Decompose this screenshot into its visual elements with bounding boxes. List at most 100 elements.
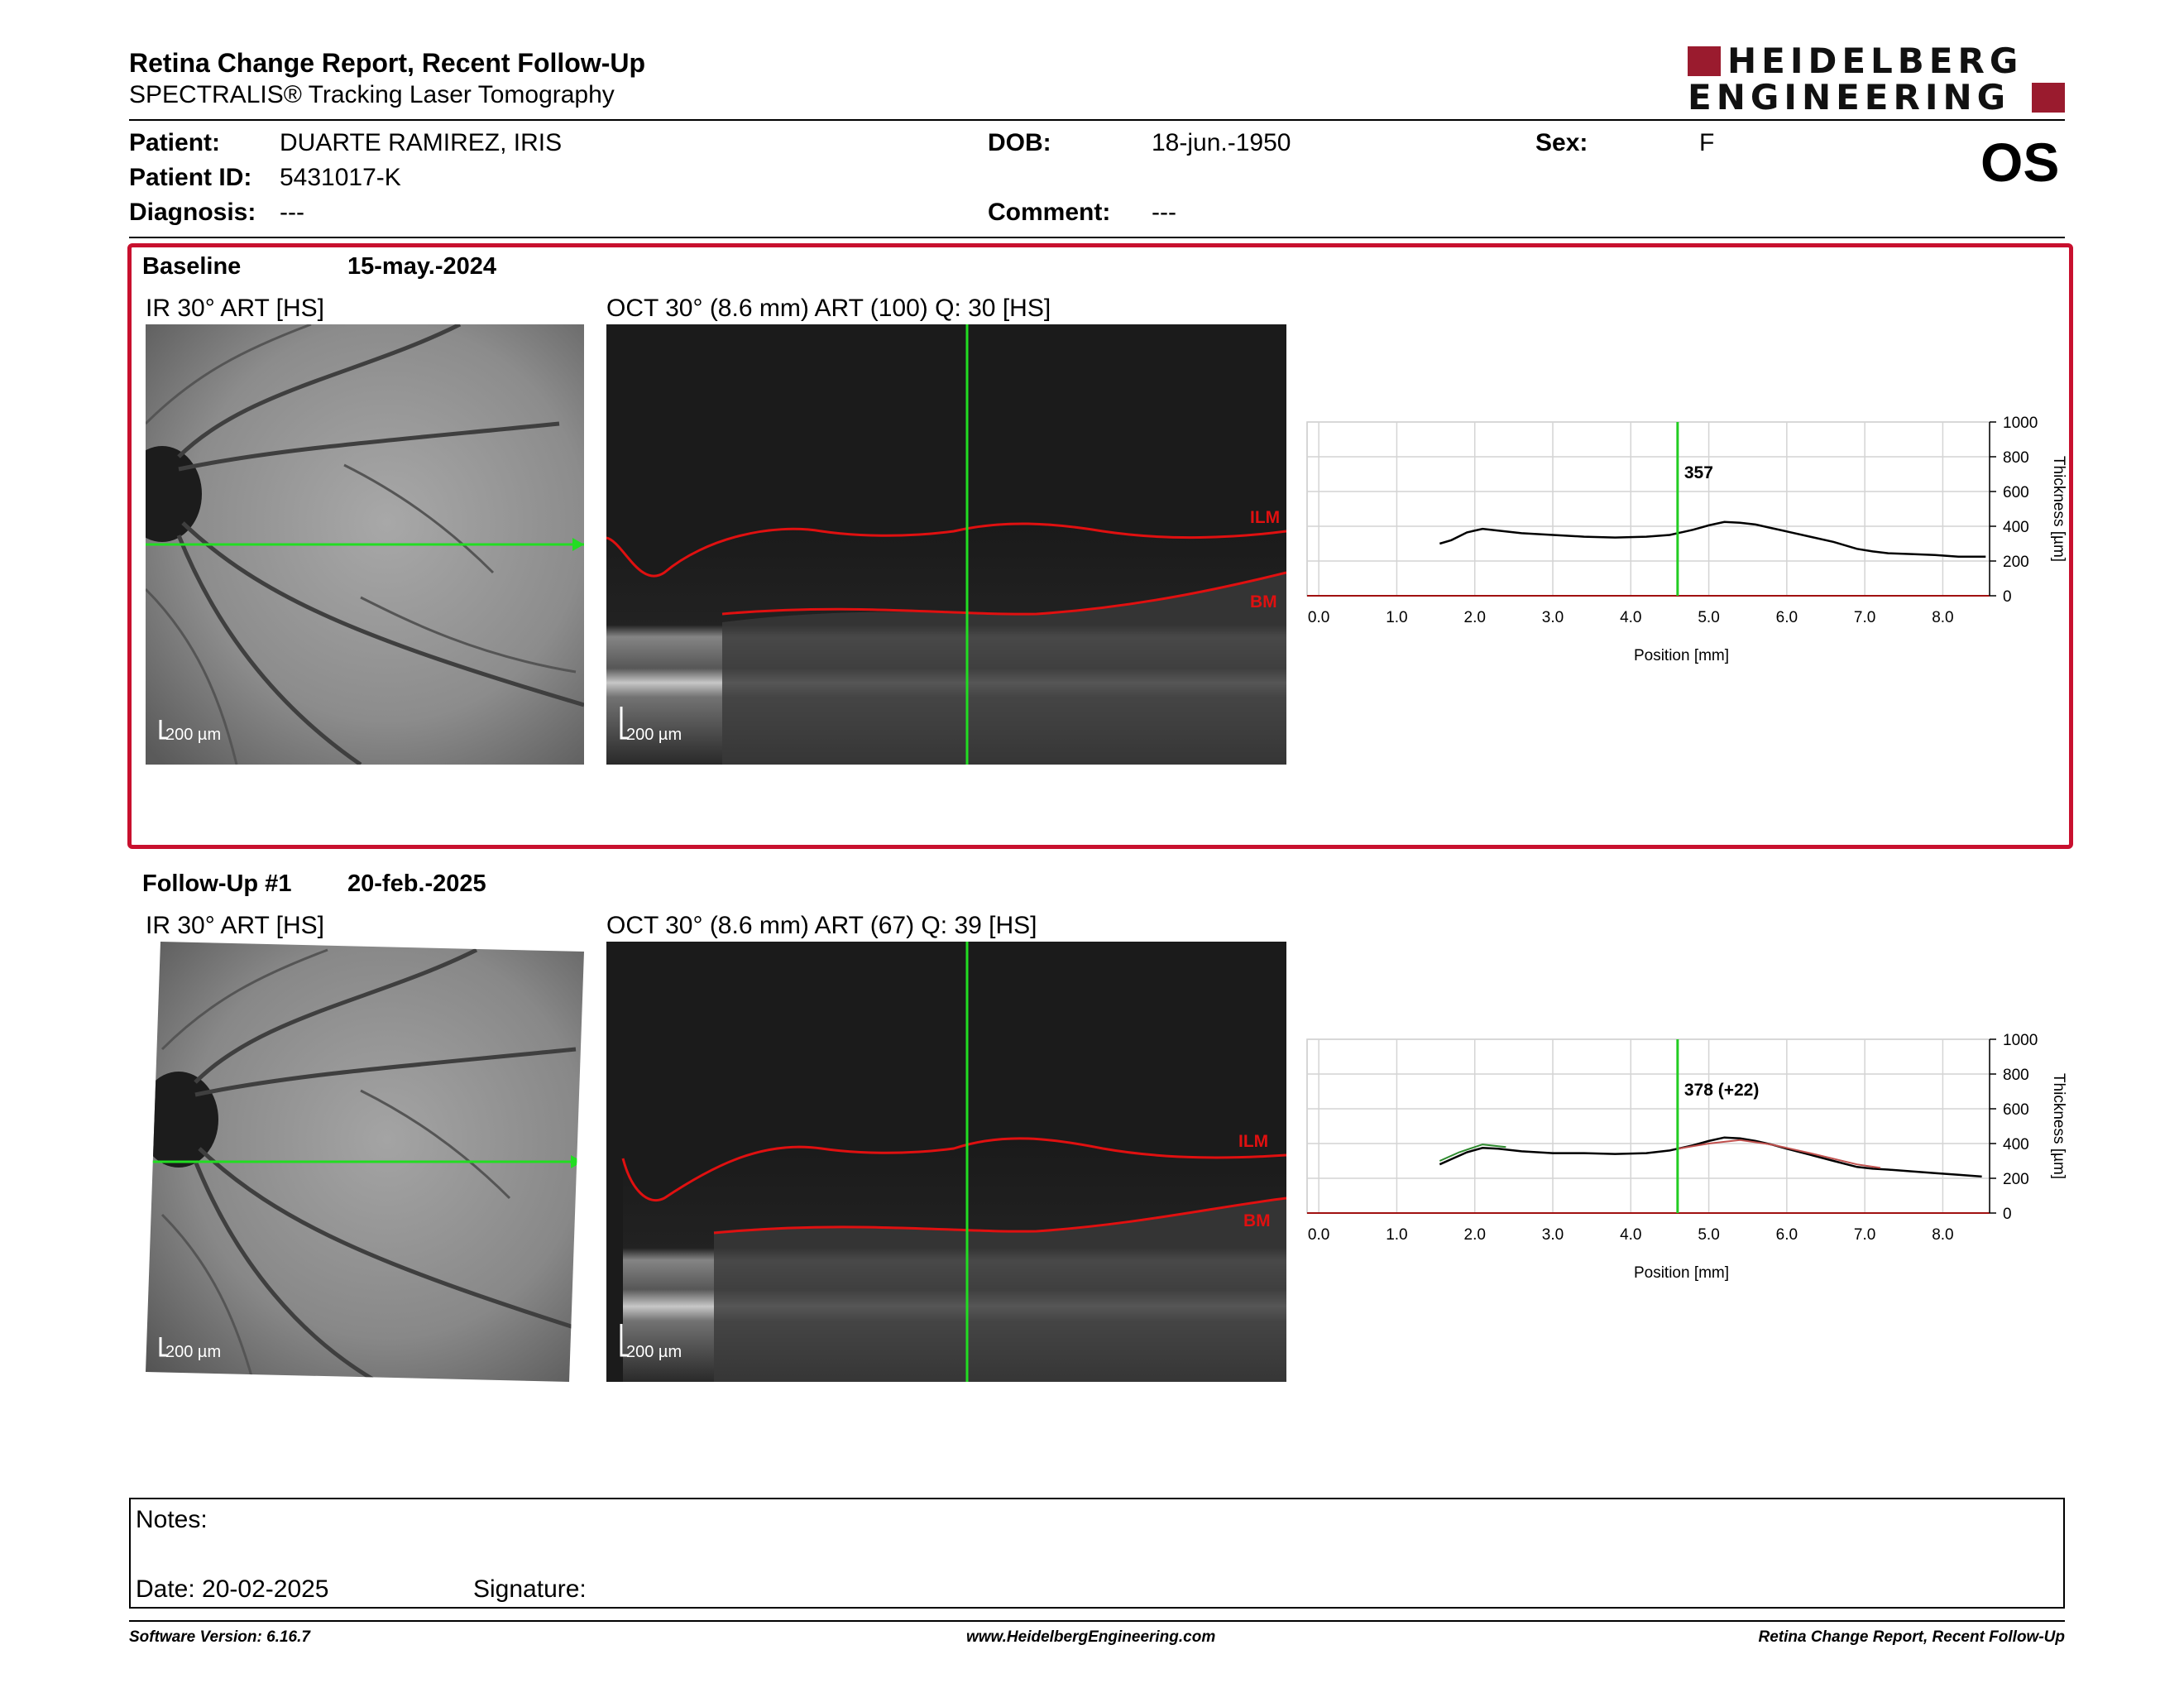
x-tick-label: 0.0 <box>1308 1226 1329 1244</box>
comment-value: --- <box>1152 199 1176 226</box>
patient-id: 5431017-K <box>280 164 401 191</box>
plot-area <box>1306 421 1990 597</box>
bm-boundary <box>713 1196 1286 1235</box>
diagnosis-label: Diagnosis: <box>129 199 256 226</box>
bm-label: BM <box>1250 592 1277 611</box>
report-title: Retina Change Report, Recent Follow-Up <box>129 48 646 78</box>
ilm-boundary <box>606 522 1286 578</box>
baseline-label: Baseline <box>142 253 242 280</box>
x-tick-label: 7.0 <box>1854 1226 1875 1244</box>
patient-name: DUARTE RAMIREZ, IRIS <box>280 129 563 156</box>
dob-value: 18-jun.-1950 <box>1152 129 1291 156</box>
followup-ir-scale: 200 µm <box>165 1343 221 1361</box>
baseline-ir-scale: 200 µm <box>165 726 221 744</box>
notes-label: Notes: <box>136 1506 208 1533</box>
followup-ir-title: IR 30° ART [HS] <box>146 912 324 939</box>
y-tick-label: 0 <box>2003 1206 2012 1223</box>
x-tick-label: 3.0 <box>1542 1226 1564 1244</box>
scan-arrow-icon <box>571 1155 582 1168</box>
followup-ir-image[interactable]: 200 µm <box>146 942 584 1382</box>
y-tick-label: 400 <box>2003 519 2029 536</box>
x-tick-label: 5.0 <box>1698 1226 1719 1244</box>
y-tick-label: 1000 <box>2003 415 2038 432</box>
x-tick-label: 4.0 <box>1620 609 1641 626</box>
footer-software-version: Software Version: 6.16.7 <box>129 1628 310 1646</box>
thickness-series-line <box>1439 1136 1982 1178</box>
plot-area <box>1306 1038 1990 1214</box>
x-tick-label: 8.0 <box>1932 609 1953 626</box>
scale-bar-icon <box>620 1324 628 1357</box>
followup-date: 20-feb.-2025 <box>347 870 486 897</box>
y-tick-label: 600 <box>2003 1101 2029 1119</box>
cursor-value-label: 357 <box>1684 463 1713 482</box>
footer-divider <box>129 1620 2065 1622</box>
sex-label: Sex: <box>1535 129 1588 156</box>
ilm-label: ILM <box>1250 508 1280 527</box>
report-subtitle: SPECTRALIS® Tracking Laser Tomography <box>129 81 615 108</box>
logo-text-bottom: ENGINEERING <box>1688 77 2011 117</box>
y-tick-label: 200 <box>2003 554 2029 571</box>
y-tick-label: 800 <box>2003 449 2029 467</box>
y-tick-label: 400 <box>2003 1136 2029 1153</box>
baseline-date: 15-may.-2024 <box>347 253 497 280</box>
thickness-series-line <box>1677 1139 1881 1169</box>
logo-square-icon <box>2032 83 2065 113</box>
x-axis-label: Position [mm] <box>1634 647 1729 664</box>
y-tick-label: 600 <box>2003 484 2029 501</box>
x-tick-label: 0.0 <box>1308 609 1329 626</box>
fundus-svg: 200 µm <box>146 324 584 765</box>
baseline-oct-title: OCT 30° (8.6 mm) ART (100) Q: 30 [HS] <box>606 295 1051 322</box>
thickness-series-line <box>1439 1144 1506 1162</box>
heidelberg-logo: HEIDELBERG ENGINEERING <box>1688 44 2065 117</box>
baseline-thickness-chart: 0.0 1.0 2.0 3.0 4.0 5.0 6.0 7.0 8.0 0 200 400 600 800… <box>1306 415 2067 664</box>
x-tick-label: 6.0 <box>1776 609 1798 626</box>
x-tick-label: 7.0 <box>1854 609 1875 626</box>
bm-boundary <box>721 571 1286 616</box>
oct-svg: ILM BM 200 µm <box>606 942 1286 1382</box>
followup-oct-scale: 200 µm <box>626 1343 682 1361</box>
followup-label: Follow-Up #1 <box>142 870 292 897</box>
x-tick-label: 8.0 <box>1932 1226 1953 1244</box>
footer-report-name: Retina Change Report, Recent Follow-Up <box>1758 1628 2065 1646</box>
patient-divider <box>129 237 2065 238</box>
x-tick-label: 2.0 <box>1464 1226 1486 1244</box>
diagnosis-value: --- <box>280 199 304 226</box>
oct-svg: ILM BM 200 µm <box>606 324 1286 765</box>
scale-bar-icon <box>159 720 167 740</box>
y-tick-label: 0 <box>2003 588 2012 606</box>
scale-bar-icon <box>159 1337 167 1357</box>
notes-box[interactable]: Notes: Date: 20-02-2025 Signature: <box>129 1498 2065 1609</box>
notes-date: Date: 20-02-2025 <box>136 1575 329 1603</box>
x-tick-label: 2.0 <box>1464 609 1486 626</box>
x-tick-label: 1.0 <box>1386 609 1407 626</box>
ilm-label: ILM <box>1238 1132 1268 1151</box>
fundus-svg: 200 µm <box>146 942 584 1382</box>
y-axis-label: Thickness [µm] <box>2050 1073 2067 1179</box>
baseline-oct-image[interactable]: ILM BM 200 µm <box>606 324 1286 765</box>
ilm-boundary <box>621 1137 1286 1201</box>
followup-oct-image[interactable]: ILM BM 200 µm <box>606 942 1286 1382</box>
thickness-series-line <box>1439 520 1986 559</box>
signature-label: Signature: <box>473 1575 587 1603</box>
x-tick-label: 3.0 <box>1542 609 1564 626</box>
patient-id-label: Patient ID: <box>129 164 252 191</box>
followup-oct-title: OCT 30° (8.6 mm) ART (67) Q: 39 [HS] <box>606 912 1037 939</box>
baseline-ir-image[interactable]: 200 µm <box>146 324 584 765</box>
dob-label: DOB: <box>988 129 1051 156</box>
x-axis-label: Position [mm] <box>1634 1264 1729 1282</box>
scale-bar-icon <box>620 707 628 740</box>
patient-label: Patient: <box>129 129 221 156</box>
footer-website: www.HeidelbergEngineering.com <box>966 1628 1216 1646</box>
baseline-highlight-box <box>127 243 2073 849</box>
x-tick-label: 5.0 <box>1698 609 1719 626</box>
scan-arrow-icon <box>572 538 584 551</box>
x-tick-label: 4.0 <box>1620 1226 1641 1244</box>
logo-square-icon <box>1688 46 1721 76</box>
baseline-oct-scale: 200 µm <box>626 726 682 744</box>
x-tick-label: 6.0 <box>1776 1226 1798 1244</box>
y-tick-label: 200 <box>2003 1171 2029 1188</box>
bm-label: BM <box>1243 1211 1271 1230</box>
y-axis-label: Thickness [µm] <box>2050 456 2067 562</box>
optic-disc <box>146 446 202 542</box>
header-divider <box>129 119 2065 121</box>
